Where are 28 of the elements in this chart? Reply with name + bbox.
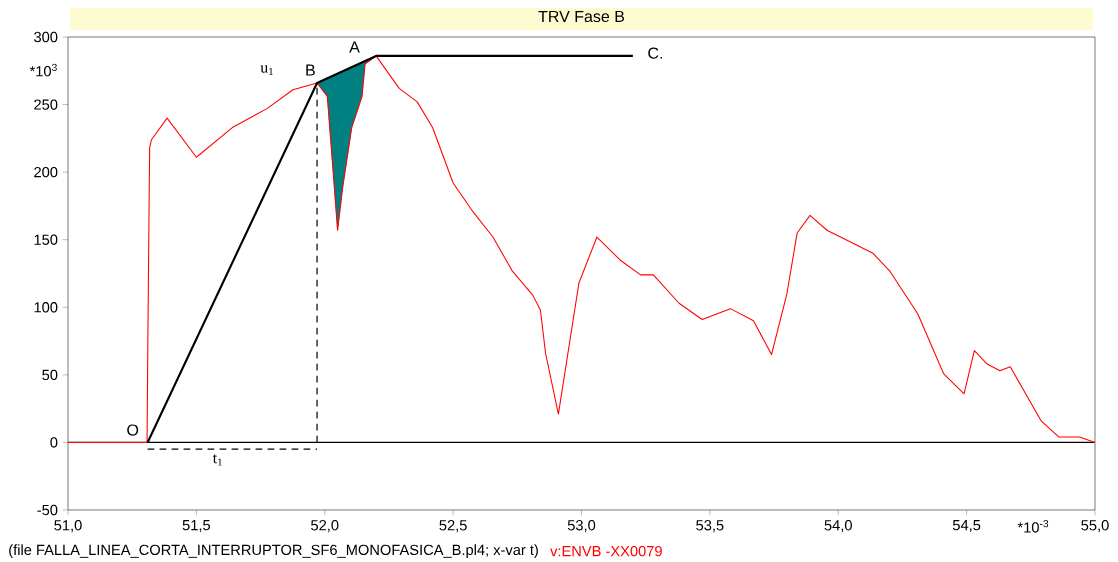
x-tick-label: 51,5 bbox=[182, 520, 211, 533]
y-tick-label: 200 bbox=[34, 166, 58, 178]
x-tick-label: 52,0 bbox=[311, 520, 339, 533]
annotation: t$_{1}$ bbox=[212, 454, 222, 466]
x-tick-label: 52,5 bbox=[439, 520, 467, 533]
annotation: A bbox=[349, 41, 360, 53]
x-tick-label: 53,5 bbox=[696, 520, 724, 533]
x-tick-label: 53,0 bbox=[567, 520, 596, 533]
x-tick-label: 54,0 bbox=[824, 520, 852, 533]
y-tick-label: 150 bbox=[34, 234, 58, 245]
x-tick-label: 54,5 bbox=[952, 520, 981, 533]
text: *10$^{3}$ bbox=[29, 63, 57, 77]
annotation: C. bbox=[648, 47, 662, 59]
chart-title: TRV Fase B bbox=[538, 10, 625, 23]
annotation: O bbox=[127, 424, 139, 436]
x-tick-label: 51,0 bbox=[54, 520, 82, 533]
annotation: B bbox=[306, 64, 315, 76]
y-tick-label: 300 bbox=[34, 31, 58, 43]
y-tick-label: -50 bbox=[37, 504, 58, 516]
y-tick-label: 100 bbox=[34, 302, 58, 313]
y-tick-label: 50 bbox=[42, 369, 58, 381]
text: v:ENVB -XX0079 bbox=[550, 545, 662, 557]
y-tick-label: 250 bbox=[34, 99, 58, 110]
annotation: u$_{1}$ bbox=[260, 65, 273, 75]
x-tick-label: 55,0 bbox=[1081, 520, 1109, 533]
text: (file FALLA_LINEA_CORTA_INTERRUPTOR_SF6_MONOFASICA_B.pl4; x-var t) bbox=[9, 544, 538, 558]
y-tick-label: 0 bbox=[50, 437, 58, 448]
text: *10$^{-3}$ bbox=[1017, 520, 1049, 533]
